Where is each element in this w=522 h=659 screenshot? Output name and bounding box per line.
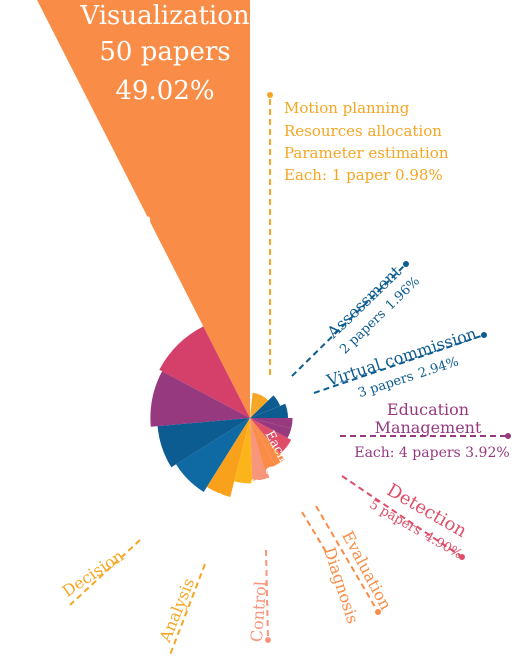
leader-lines-layer bbox=[69, 92, 511, 656]
leader-dot-assessment bbox=[403, 261, 409, 267]
sector-resources-allocation bbox=[250, 394, 265, 418]
sector-analysis bbox=[234, 418, 253, 484]
sector-visualization bbox=[37, 0, 250, 418]
label-prediction-pct: 29.41% bbox=[79, 258, 136, 276]
label-decision-name: Decision bbox=[59, 546, 127, 601]
sector-prediction bbox=[159, 326, 250, 418]
leader-line-detection bbox=[341, 475, 463, 558]
leader-dot-education-management bbox=[505, 433, 511, 439]
label-management-name: Management bbox=[375, 418, 482, 437]
sector-decision bbox=[206, 418, 250, 497]
label-simulation-pct: 23.53% bbox=[41, 430, 98, 448]
label-monitoring-pct: 20.59% bbox=[85, 488, 136, 511]
label-prediction-name: Prediction bbox=[68, 210, 152, 229]
label-education-management-each: Each: 4 papers 3.92% bbox=[354, 445, 509, 461]
leader-line-analysis bbox=[169, 563, 206, 656]
sectors-layer bbox=[37, 0, 293, 497]
sector-evaluation bbox=[250, 418, 285, 466]
leader-dot-control bbox=[265, 637, 271, 643]
label-parameter-estimation: Parameter estimation bbox=[284, 144, 449, 162]
sector-detection bbox=[250, 418, 292, 454]
leader-line-diagnosis bbox=[301, 511, 329, 556]
label-control-name: Control bbox=[247, 581, 270, 643]
sector-parameter-estimation bbox=[250, 397, 269, 418]
sector-optimization bbox=[150, 371, 250, 427]
sector-diagnosis bbox=[250, 418, 276, 470]
leader-dot-virtual-commission bbox=[481, 332, 487, 338]
label-control-pct: 9.80% bbox=[254, 493, 277, 540]
sector-education bbox=[250, 418, 292, 438]
leader-dot-detection bbox=[459, 554, 465, 560]
sector-monitoring bbox=[176, 418, 250, 492]
leader-line-control bbox=[265, 549, 269, 641]
label-resources-allocation: Resources allocation bbox=[284, 122, 442, 140]
label-analysis-name: Analysis bbox=[155, 575, 198, 645]
leader-line-assessment bbox=[291, 263, 407, 377]
sector-virtual-commission bbox=[250, 403, 288, 418]
sector-assessment bbox=[250, 395, 281, 418]
sector-motion-planning bbox=[250, 392, 259, 418]
label-prediction-count: 30 papers bbox=[70, 234, 146, 252]
leader-line-evaluation bbox=[315, 505, 379, 613]
sector-simulation bbox=[157, 418, 250, 468]
label-simulation-name: Simulation bbox=[32, 385, 120, 404]
sector-management bbox=[250, 418, 293, 429]
label-visualization-pct: 49.02% bbox=[115, 76, 214, 106]
label-small-each: Each: 1 paper 0.98% bbox=[284, 166, 443, 184]
label-education-name: Education bbox=[387, 400, 469, 419]
leader-line-decision bbox=[69, 539, 141, 606]
leader-dot-motion bbox=[267, 92, 273, 98]
leader-dot-evaluation bbox=[375, 609, 381, 615]
label-visualization-name: Visualization bbox=[79, 1, 249, 31]
label-simulation-count: 24 papers bbox=[32, 408, 108, 426]
label-motion-planning: Motion planning bbox=[284, 99, 410, 117]
label-visualization-count: 50 papers bbox=[99, 37, 230, 67]
